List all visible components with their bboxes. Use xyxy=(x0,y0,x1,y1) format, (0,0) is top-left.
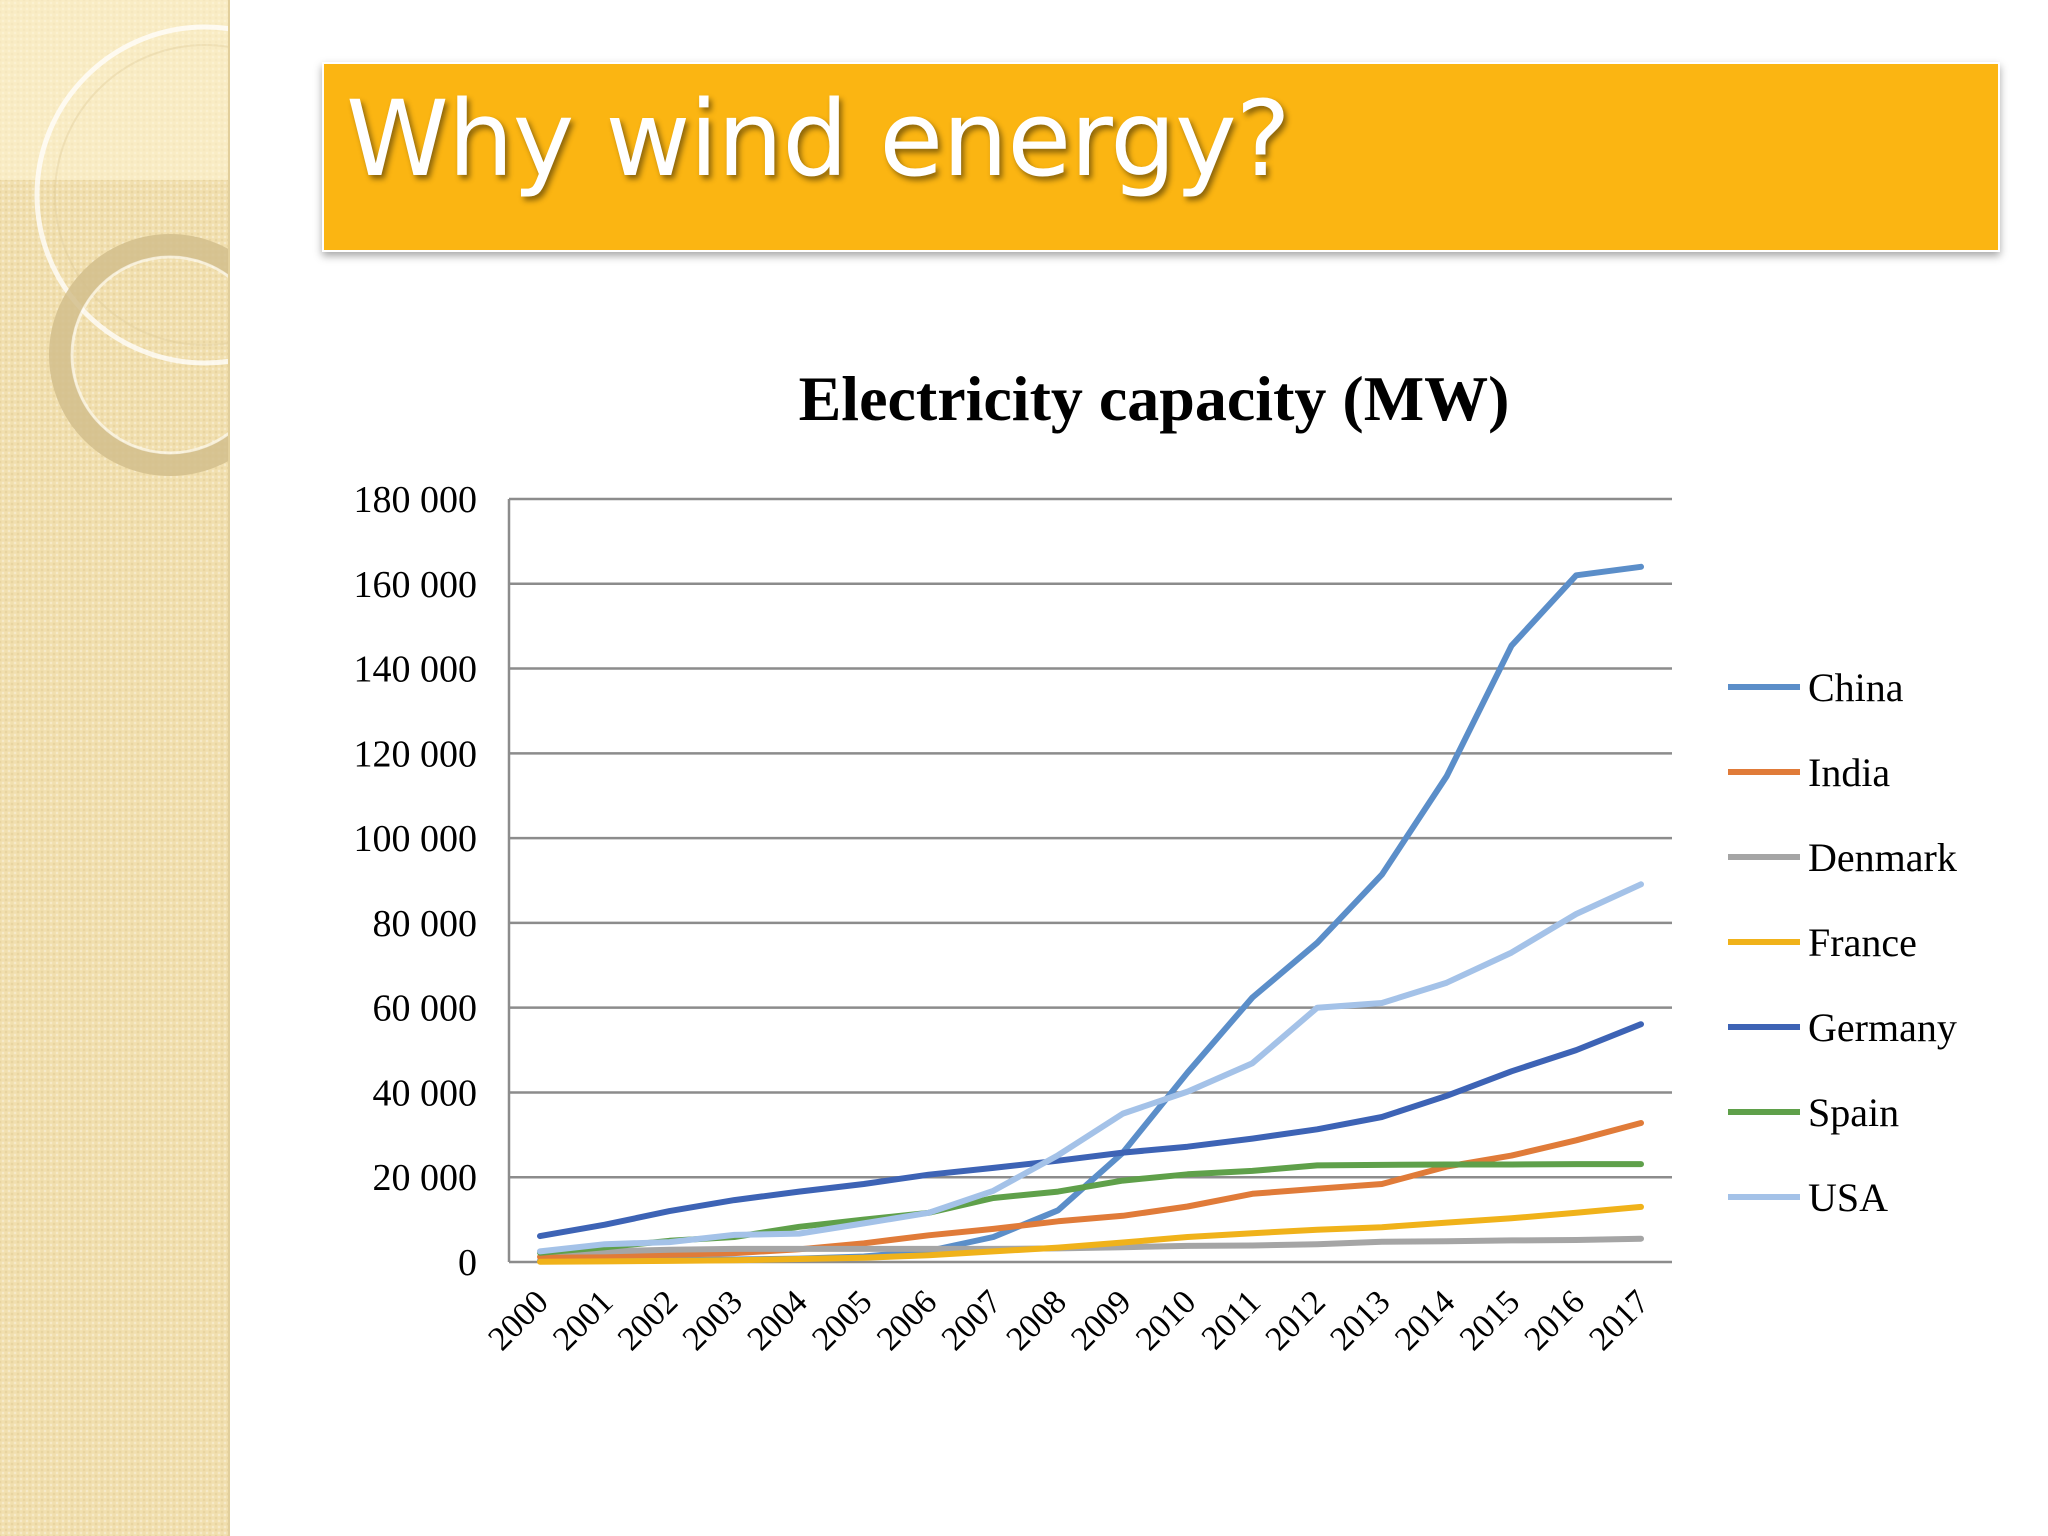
title-bar: Why wind energy? xyxy=(322,62,2000,252)
x-tick-label: 2014 xyxy=(1388,1283,1462,1357)
y-tick-label: 60 000 xyxy=(373,988,478,1030)
y-tick-label: 40 000 xyxy=(373,1072,478,1114)
x-tick-label: 2007 xyxy=(935,1283,1009,1357)
y-tick-label: 140 000 xyxy=(354,649,478,691)
chart-grid xyxy=(507,497,1672,1264)
x-tick-label: 2002 xyxy=(611,1283,685,1357)
series-line-germany xyxy=(537,1021,1644,1240)
chart-title: Electricity capacity (MW) xyxy=(799,363,1510,434)
x-tick-label: 2009 xyxy=(1064,1283,1138,1357)
legend-label-germany: Germany xyxy=(1808,1005,1957,1050)
y-tick-label: 160 000 xyxy=(354,564,478,606)
chart-legend: China India Denmark France Germany Spain USA xyxy=(1728,665,1957,1220)
series-line-usa xyxy=(537,881,1644,1255)
x-tick-label: 2011 xyxy=(1195,1283,1268,1356)
x-tick-label: 2006 xyxy=(870,1283,944,1357)
legend-label-denmark: Denmark xyxy=(1808,835,1957,880)
x-axis-ticks: 2000200120022003200420052006200720082009… xyxy=(481,1283,1656,1357)
y-tick-label: 180 000 xyxy=(354,479,478,521)
chart-series-lines xyxy=(537,563,1644,1265)
series-line-france xyxy=(537,1203,1644,1265)
y-tick-label: 120 000 xyxy=(354,733,478,775)
y-tick-label: 20 000 xyxy=(373,1157,478,1199)
decorative-sidebar xyxy=(0,0,230,1536)
y-axis-ticks: 0 20 000 40 000 60 000 80 000 100 000 120 000 1… xyxy=(354,479,478,1284)
x-tick-label: 2003 xyxy=(676,1283,750,1357)
x-tick-label: 2016 xyxy=(1518,1283,1592,1357)
legend-label-usa: USA xyxy=(1808,1175,1888,1220)
legend-label-india: India xyxy=(1808,750,1890,795)
x-tick-label: 2012 xyxy=(1259,1283,1333,1357)
x-tick-label: 2008 xyxy=(1000,1283,1074,1357)
x-tick-label: 2005 xyxy=(805,1283,879,1357)
x-tick-label: 2004 xyxy=(740,1283,814,1357)
legend-label-china: China xyxy=(1808,665,1904,710)
y-tick-label: 0 xyxy=(458,1242,477,1284)
x-tick-label: 2017 xyxy=(1582,1283,1656,1357)
legend-label-spain: Spain xyxy=(1808,1090,1899,1135)
x-tick-label: 2010 xyxy=(1129,1283,1203,1357)
slide-title: Why wind energy? xyxy=(346,78,1291,200)
sidebar-rings-decoration xyxy=(0,0,228,476)
y-tick-label: 80 000 xyxy=(373,903,478,945)
y-tick-label: 100 000 xyxy=(354,818,478,860)
x-tick-label: 2000 xyxy=(481,1283,555,1357)
x-tick-label: 2013 xyxy=(1323,1283,1397,1357)
x-tick-label: 2001 xyxy=(546,1283,620,1357)
legend-label-france: France xyxy=(1808,920,1917,965)
x-tick-label: 2015 xyxy=(1453,1283,1527,1357)
